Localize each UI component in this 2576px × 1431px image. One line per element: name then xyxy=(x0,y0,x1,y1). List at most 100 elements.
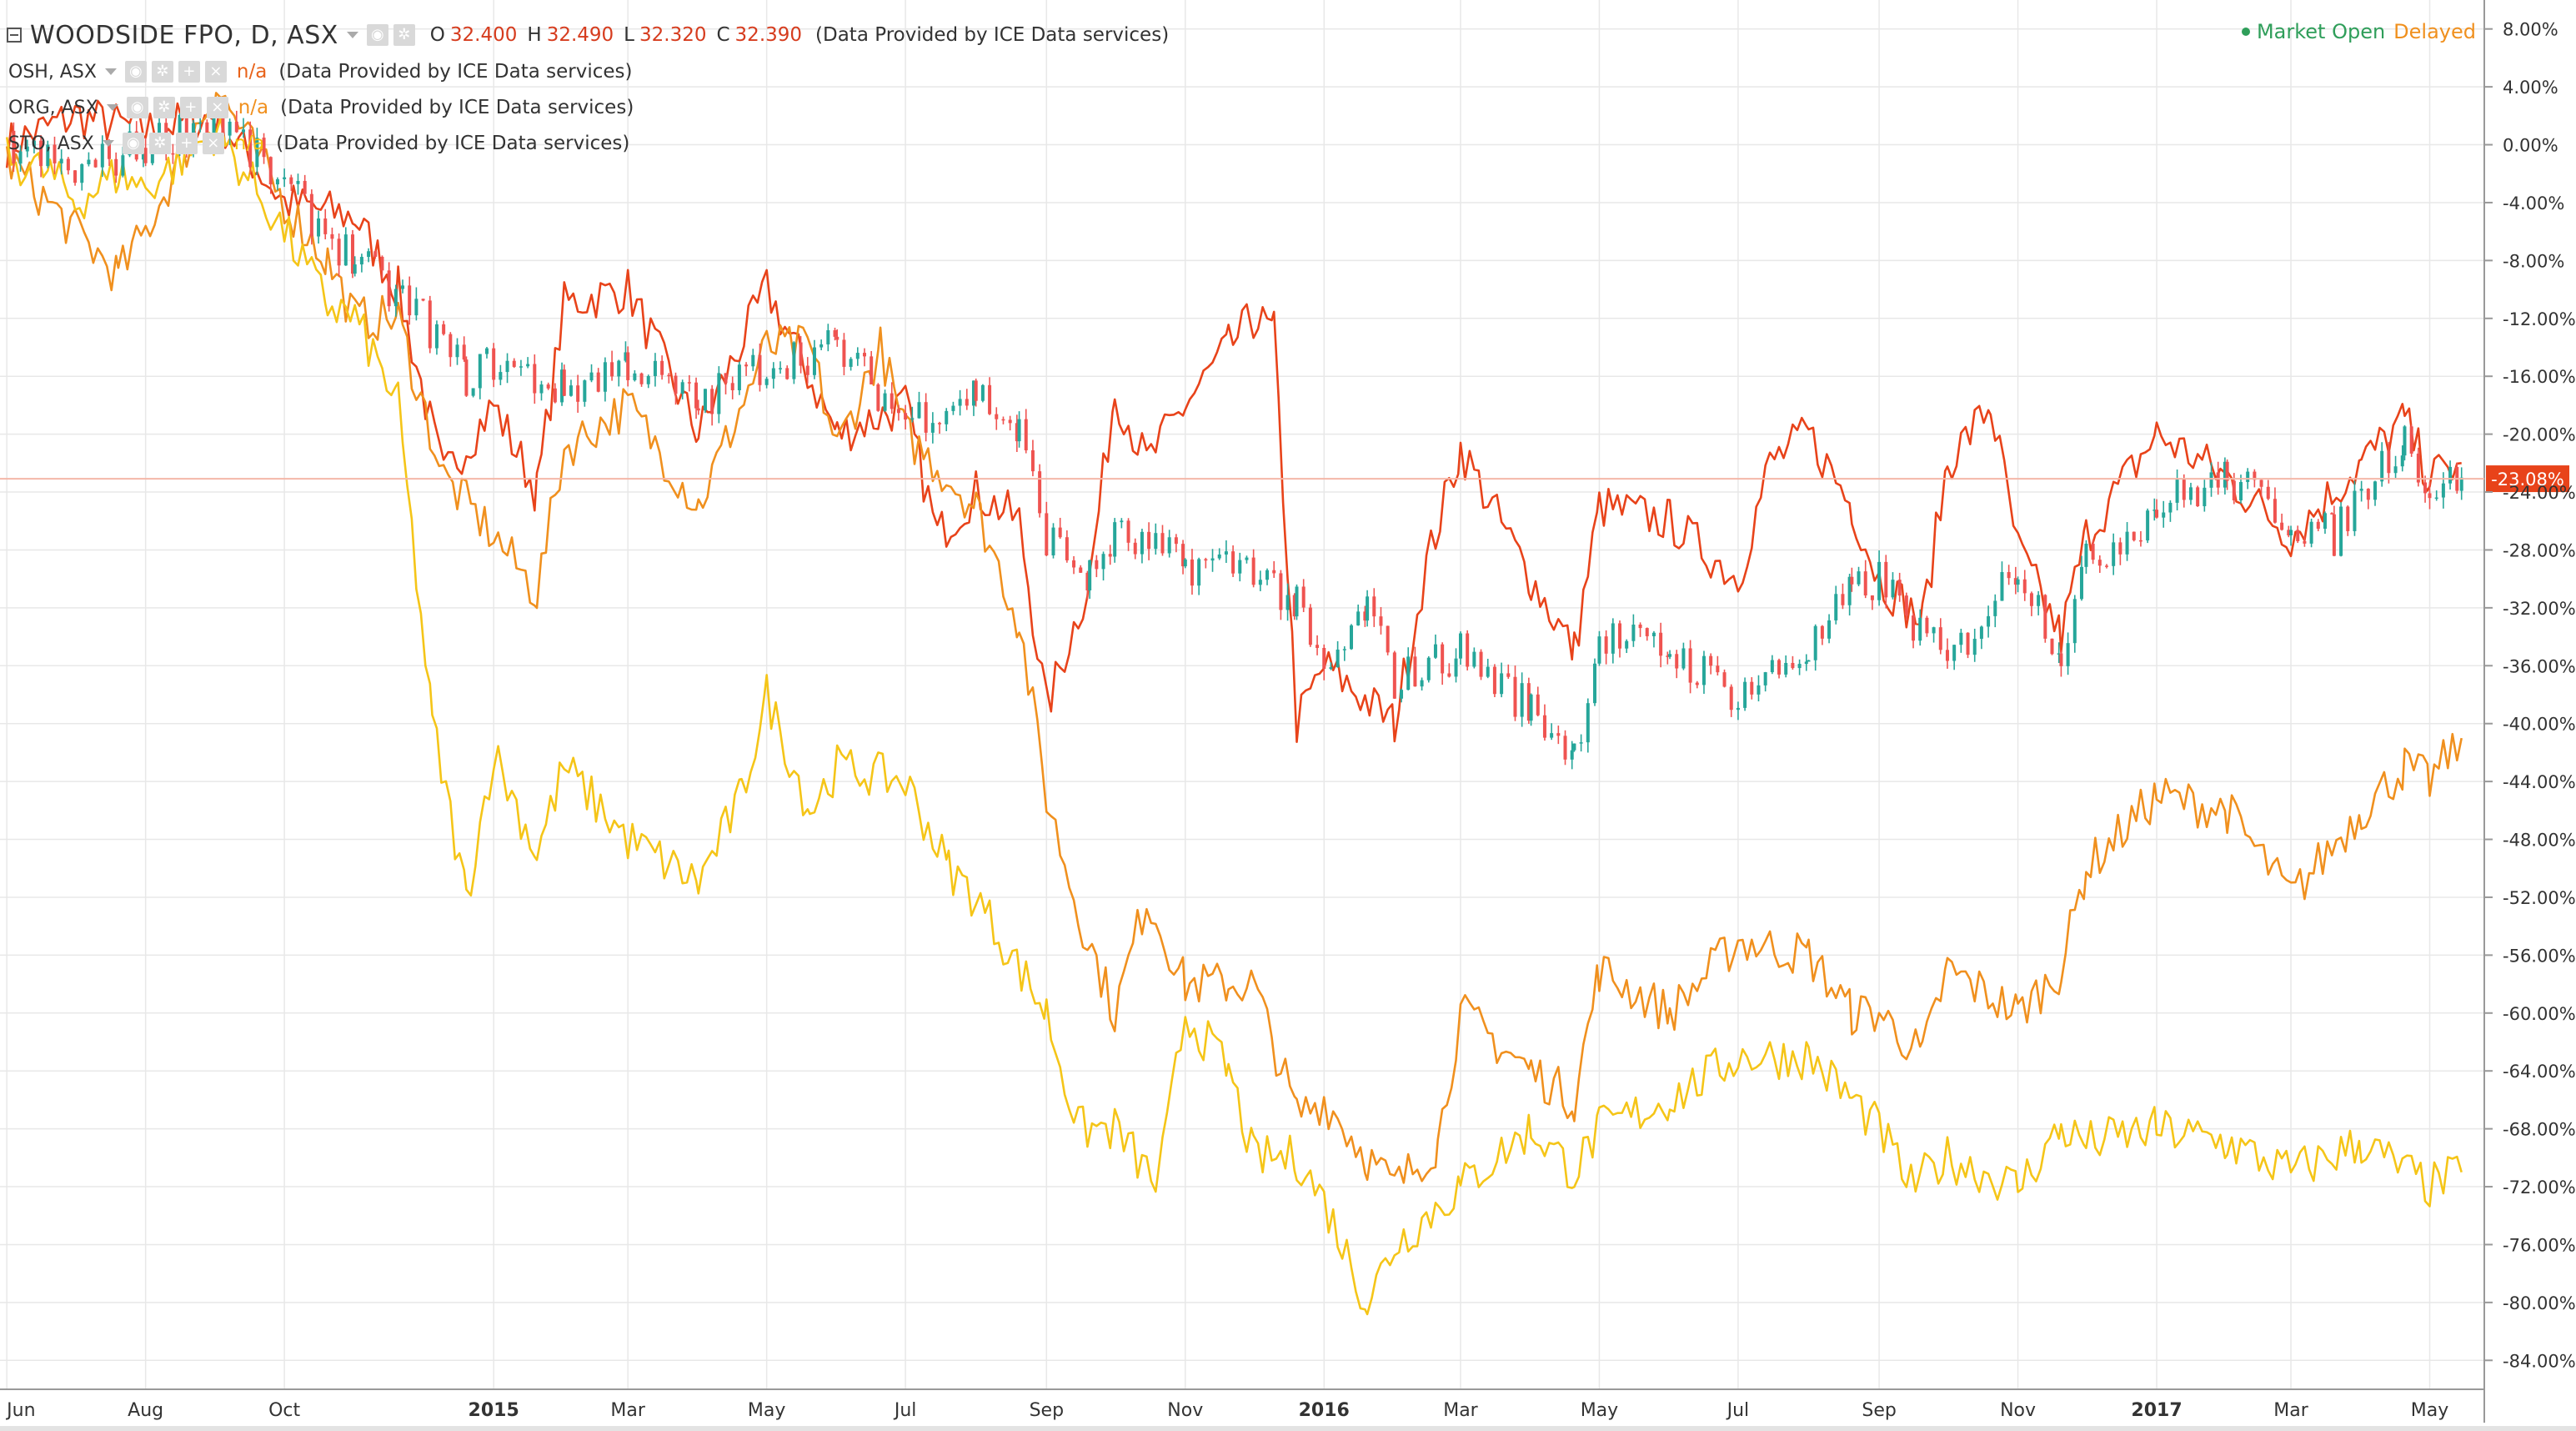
candle-body xyxy=(862,353,866,357)
eye-icon[interactable]: ◉ xyxy=(124,61,147,83)
legend-symbol-org[interactable]: ORG, ASX xyxy=(8,97,98,118)
candle-body xyxy=(2259,480,2263,487)
candle-body xyxy=(212,113,216,137)
legend-osh[interactable]: OSH, ASX ◉ ✲ + × n/a (Data Provided by I… xyxy=(0,55,632,88)
candle-body xyxy=(1272,570,1276,574)
candle-body xyxy=(667,374,671,377)
candle-body xyxy=(710,389,714,414)
candle-body xyxy=(2232,480,2236,501)
chevron-down-icon[interactable] xyxy=(106,104,118,111)
candle-body xyxy=(646,375,650,384)
candle-body xyxy=(2016,579,2020,585)
y-tick-label: -44.00% xyxy=(2503,772,2576,792)
candle-body xyxy=(1492,666,1496,695)
candle-body xyxy=(1217,554,1221,559)
candle-body xyxy=(1736,707,1740,710)
x-tick-label: May xyxy=(1581,1400,1618,1421)
candle-body xyxy=(1884,561,1888,598)
candle-body xyxy=(1695,682,1699,685)
candle-body xyxy=(268,157,273,185)
eye-icon[interactable]: ◉ xyxy=(366,24,388,46)
candle-body xyxy=(1190,559,1194,586)
chevron-down-icon[interactable] xyxy=(102,140,114,147)
candle-body xyxy=(393,289,398,307)
candle-body xyxy=(1045,513,1049,556)
x-tick-label: May xyxy=(748,1400,785,1421)
candle-body xyxy=(1750,681,1754,695)
candle-body xyxy=(505,360,509,373)
candle-body xyxy=(2459,477,2463,491)
candle-body xyxy=(1420,680,1424,687)
candle-body xyxy=(1959,632,1963,645)
candle-body xyxy=(1784,662,1788,675)
candle-body xyxy=(2029,593,2033,606)
candle-body xyxy=(2441,483,2445,498)
legend-symbol-osh[interactable]: OSH, ASX xyxy=(8,61,97,83)
candle-body xyxy=(826,330,830,344)
x-tick-label: Nov xyxy=(2000,1400,2036,1421)
candle-body xyxy=(2188,487,2193,500)
plus-icon[interactable]: + xyxy=(179,97,202,118)
y-tick-label: 0.00% xyxy=(2503,136,2558,156)
candle-body xyxy=(1870,595,1874,600)
candle-body xyxy=(2266,486,2270,500)
eye-icon[interactable]: ◉ xyxy=(122,133,144,154)
candle-body xyxy=(958,399,962,406)
candle-body xyxy=(1925,617,1929,634)
candle-body xyxy=(350,234,354,274)
candle-body xyxy=(1604,636,1608,654)
gear-icon[interactable]: ✲ xyxy=(153,97,175,118)
candle-body xyxy=(373,251,378,257)
eye-icon[interactable]: ◉ xyxy=(126,97,148,118)
candle-body xyxy=(1777,660,1782,675)
candle-body xyxy=(317,218,321,237)
gear-icon[interactable]: ✲ xyxy=(148,133,171,154)
candle-body xyxy=(2059,653,2063,666)
legend-source-osh: (Data Provided by ICE Data services) xyxy=(278,61,633,83)
main-symbol-title[interactable]: WOODSIDE FPO, D, ASX xyxy=(30,20,338,50)
candle-body xyxy=(1349,625,1353,650)
candle-body xyxy=(1336,649,1340,668)
plus-icon[interactable]: + xyxy=(178,61,200,83)
candle-body xyxy=(2182,480,2186,500)
candle-body xyxy=(1088,560,1092,591)
market-status: Market Open Delayed xyxy=(2241,20,2476,43)
candle-body xyxy=(812,347,816,375)
chevron-down-icon[interactable] xyxy=(346,32,358,38)
open-value: 32.400 xyxy=(449,24,518,46)
close-icon[interactable]: × xyxy=(204,61,227,83)
plus-icon[interactable]: + xyxy=(175,133,198,154)
close-icon[interactable]: × xyxy=(202,133,224,154)
main-series-legend[interactable]: WOODSIDE FPO, D, ASX ◉ ✲ O 32.400 H 32.4… xyxy=(0,18,1169,52)
gear-icon[interactable]: ✲ xyxy=(151,61,173,83)
legend-symbol-sto[interactable]: STO, ASX xyxy=(8,133,94,154)
legend-sto[interactable]: STO, ASX ◉ ✲ + × n/a (Data Provided by I… xyxy=(0,127,629,160)
candle-body xyxy=(1265,570,1270,580)
x-tick-label: Aug xyxy=(128,1400,163,1421)
low-value: 32.320 xyxy=(639,24,707,46)
candle-body xyxy=(744,364,749,367)
candle-body xyxy=(1406,656,1411,690)
collapse-legend-icon[interactable] xyxy=(7,28,22,43)
candle-body xyxy=(2022,579,2027,594)
candle-body xyxy=(1295,586,1299,617)
legend-org[interactable]: ORG, ASX ◉ ✲ + × n/a (Data Provided by I… xyxy=(0,91,634,124)
candle-body xyxy=(309,193,313,237)
candle-body xyxy=(1167,537,1171,554)
candle-body xyxy=(414,299,418,316)
candle-body xyxy=(1245,557,1249,560)
candle-body xyxy=(1850,576,1854,585)
candle-body xyxy=(1966,632,1970,655)
candle-body xyxy=(819,344,824,348)
candle-body xyxy=(758,354,762,385)
gear-icon[interactable]: ✲ xyxy=(393,24,415,46)
close-icon[interactable]: × xyxy=(206,97,228,118)
candle-body xyxy=(2037,595,2041,606)
chevron-down-icon[interactable] xyxy=(104,68,117,75)
candle-body xyxy=(771,368,775,379)
candle-body xyxy=(792,342,796,379)
candle-body xyxy=(1586,703,1590,743)
close-value: 32.390 xyxy=(734,24,803,46)
